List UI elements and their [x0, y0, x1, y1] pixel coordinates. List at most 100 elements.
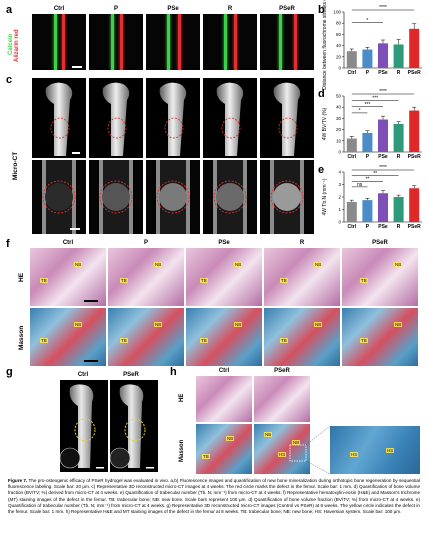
panel-f-masson-pser: TB NB [342, 308, 418, 366]
x-tick-label: Ctrl [347, 70, 356, 76]
panel-a-header-pser: PSeR [279, 6, 295, 12]
y-tick-label: 80 [336, 21, 342, 26]
panel-h-he-pser [254, 376, 310, 422]
x-tick-label: P [366, 154, 370, 160]
tissue-label-nb: NB [154, 262, 163, 267]
panel-f-header-pser: PSeR [372, 240, 388, 246]
bar-pser [409, 110, 420, 152]
panel-h-header-ctrl: Ctrl [218, 368, 230, 374]
tissue-label-nb: NB [234, 322, 243, 327]
x-tick-label: Ctrl [347, 154, 356, 160]
tissue-label-tb: TB [120, 278, 128, 283]
y-axis-label: Distance between fluorochrome streaks (μ… [322, 0, 328, 90]
x-tick-label: PSe [378, 154, 388, 160]
y-tick-label: 50 [336, 94, 342, 99]
fluorescence-streak [278, 14, 282, 70]
scale-bar [84, 300, 98, 302]
panel-f-he-pser: TB NB [342, 248, 418, 306]
significance-label: **** [379, 5, 387, 11]
tissue-label-nb: NB [74, 322, 83, 327]
panel-c-femur-pser [260, 78, 314, 158]
panel-h-he-ctrl [196, 376, 252, 422]
tissue-label-nb: NB [74, 262, 83, 267]
x-tick-label: Ctrl [347, 224, 356, 230]
x-tick-label: P [366, 70, 370, 76]
panel-h-mt-pser: NB HS NB [254, 424, 310, 474]
significance-label: **** [379, 89, 387, 95]
bar-ctrl [346, 202, 357, 222]
panel-f-header-r: R [299, 240, 305, 246]
tissue-label-nb: NB [292, 440, 301, 445]
y-tick-label: 3 [338, 182, 341, 187]
panel-f-header-ctrl: Ctrl [62, 240, 74, 246]
panel-a-header-p: P [113, 6, 118, 12]
row-label-masson: Masson [18, 325, 25, 350]
significance-label: **** [379, 165, 387, 171]
panel-c-defect-ctrl [32, 160, 86, 234]
bar-ctrl [346, 51, 357, 68]
fluorescence-streak [110, 14, 114, 70]
panel-h-row-he: HE [179, 393, 185, 402]
panel-f-header-pse: PSe [218, 240, 230, 246]
tissue-label-nb: NB [154, 322, 163, 327]
panel-label-g: g [6, 366, 13, 378]
row-label-microct: Micro-CT [12, 151, 19, 180]
bar-p [362, 200, 373, 222]
bar-p [362, 132, 373, 152]
row-label-alizarin: Alizarin red [14, 29, 20, 62]
panel-h-zoom: HS HS [330, 426, 420, 474]
tissue-label-hs: HS [386, 448, 395, 453]
bar-p [362, 49, 373, 68]
panel-c-femur-ctrl [32, 78, 86, 158]
y-tick-label: 20 [336, 54, 342, 59]
femur-render [216, 82, 244, 156]
bar-ctrl [346, 138, 357, 152]
tissue-label-tb: TB [280, 278, 288, 283]
x-tick-label: R [397, 70, 401, 76]
tissue-label-nb: NB [226, 436, 235, 441]
y-tick-label: 0 [338, 220, 341, 225]
scale-bar [84, 360, 98, 362]
bar-pser [409, 28, 420, 68]
panel-a-fluorescence-ctrl [32, 14, 86, 70]
panel-g-header-ctrl: Ctrl [77, 372, 89, 378]
panel-c-defect-r [203, 160, 257, 234]
fluorescence-streak [62, 14, 65, 70]
bar-pse [378, 193, 388, 222]
panel-h-row-masson: Masson [179, 439, 185, 462]
tissue-label-tb: TB [360, 278, 368, 283]
fluorescence-streak [54, 14, 57, 70]
panel-c-defect-pser [260, 160, 314, 234]
panel-label-b: b [318, 4, 325, 16]
bar-r [393, 197, 404, 222]
panel-f-header-p: P [143, 240, 148, 246]
femur-render [273, 82, 301, 156]
y-tick-label: 10 [336, 138, 342, 143]
significance-label: ns [357, 182, 363, 188]
panel-f-masson-pse: TB NB [186, 308, 262, 366]
tissue-label-hs: HS [278, 452, 287, 457]
panel-c-defect-p [89, 160, 143, 234]
tissue-label-tb: TB [200, 338, 208, 343]
panel-f-masson-r: TB NB [264, 308, 340, 366]
fluorescence-streak [224, 14, 227, 70]
bar-pser [409, 188, 420, 222]
bar-r [393, 124, 404, 152]
y-tick-label: 30 [336, 116, 342, 121]
x-tick-label: P [366, 224, 370, 230]
x-tick-label: R [397, 154, 401, 160]
significance-label: ** [373, 171, 377, 177]
defect-render [156, 160, 190, 234]
tissue-label-tb: TB [40, 338, 48, 343]
panel-g-header-pser: PSeR [123, 372, 139, 378]
defect-render [42, 160, 76, 234]
y-tick-label: 40 [336, 105, 342, 110]
x-tick-label: PSe [378, 70, 388, 76]
fluorescence-streak [293, 14, 297, 70]
y-axis-label: 4W BV/TV (%) [322, 107, 328, 140]
significance-label: *** [364, 102, 370, 108]
x-tick-label: PSeR [408, 70, 421, 76]
femur-render [45, 82, 73, 156]
tissue-label-nb: NB [394, 262, 403, 267]
